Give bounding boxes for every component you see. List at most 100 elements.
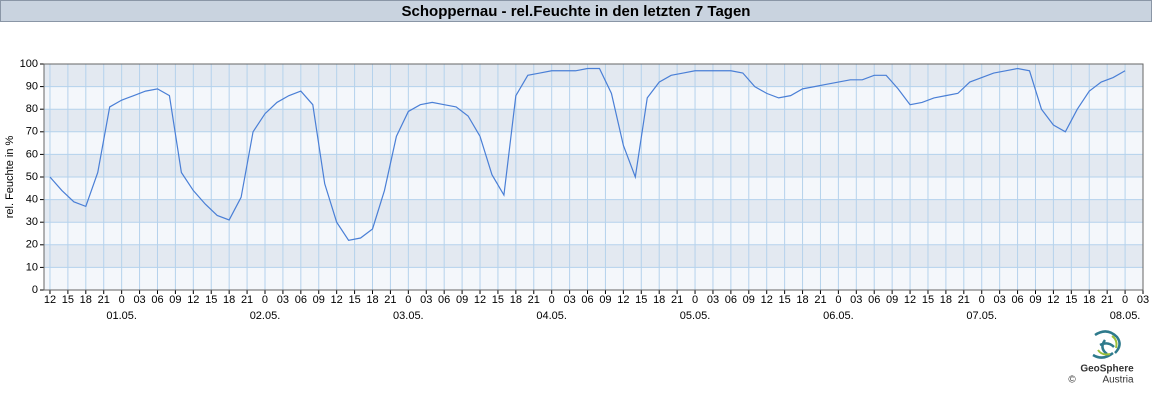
- x-tick-label: 09: [1029, 294, 1041, 306]
- x-tick-label: 18: [940, 294, 952, 306]
- grid-band: [44, 199, 1143, 223]
- y-axis-label: rel. Feuchte in %: [4, 136, 16, 219]
- y-tick-label: 40: [26, 194, 38, 206]
- logo-subtext: Austria: [1102, 375, 1134, 386]
- y-tick-label: 0: [32, 284, 38, 296]
- x-tick-label: 15: [492, 294, 504, 306]
- y-tick-label: 20: [26, 239, 38, 251]
- x-tick-label: 06: [438, 294, 450, 306]
- logo-icon: [1092, 330, 1121, 359]
- x-tick-label: 18: [1083, 294, 1095, 306]
- y-tick-label: 50: [26, 171, 38, 183]
- grid-band: [44, 177, 1143, 200]
- grid-band: [44, 131, 1143, 155]
- x-tick-label: 12: [1047, 294, 1059, 306]
- x-tick-label: 03: [563, 294, 575, 306]
- y-tick-label: 100: [20, 58, 38, 70]
- x-tick-label: 0: [979, 294, 985, 306]
- x-tick-label: 03: [707, 294, 719, 306]
- x-tick-label: 12: [44, 294, 56, 306]
- y-tick-label: 90: [26, 81, 38, 93]
- x-tick-label: 21: [98, 294, 110, 306]
- x-tick-label: 12: [331, 294, 343, 306]
- x-tick-label: 0: [405, 294, 411, 306]
- x-tick-label: 21: [384, 294, 396, 306]
- x-tick-label: 18: [653, 294, 665, 306]
- grid-band: [44, 86, 1143, 110]
- x-tick-label: 15: [62, 294, 74, 306]
- x-tick-label: 15: [348, 294, 360, 306]
- x-tick-label: 21: [241, 294, 253, 306]
- x-tick-label: 12: [761, 294, 773, 306]
- x-tick-label: 03: [994, 294, 1006, 306]
- logo-icon-accent: [1097, 335, 1118, 356]
- x-tick-label: 06: [151, 294, 163, 306]
- x-tick-label: 06: [725, 294, 737, 306]
- x-tick-label: 06: [1011, 294, 1023, 306]
- x-tick-label: 0: [692, 294, 698, 306]
- x-tick-label: 03: [1137, 294, 1149, 306]
- y-tick-label: 60: [26, 148, 38, 160]
- x-tick-label: 03: [133, 294, 145, 306]
- y-tick-label: 80: [26, 103, 38, 115]
- y-tick-label: 30: [26, 216, 38, 228]
- x-tick-label: 06: [868, 294, 880, 306]
- grid-band: [44, 222, 1143, 245]
- x-tick-label: 09: [743, 294, 755, 306]
- x-tick-label: 03: [850, 294, 862, 306]
- x-tick-label: 18: [80, 294, 92, 306]
- grid-band: [44, 244, 1143, 268]
- date-label: 03.05.: [393, 310, 424, 322]
- x-tick-label: 09: [456, 294, 468, 306]
- logo-text: GeoSphere: [1080, 364, 1134, 375]
- grid-band: [44, 154, 1143, 177]
- chart-title: Schoppernau - rel.Feuchte in den letzten…: [402, 3, 751, 20]
- x-tick-label: 18: [796, 294, 808, 306]
- x-tick-label: 12: [617, 294, 629, 306]
- x-tick-label: 15: [922, 294, 934, 306]
- y-tick-label: 70: [26, 126, 38, 138]
- x-tick-label: 03: [277, 294, 289, 306]
- date-label: 02.05.: [250, 310, 281, 322]
- data-line: [49, 67, 1126, 241]
- plot-area: 12 15 18 21 0 03 06 09 12 15 18 21 0 03 06 09 12 15 18 21 0 0…: [20, 58, 1149, 322]
- x-tick-label: 15: [205, 294, 217, 306]
- x-tick-label: 12: [187, 294, 199, 306]
- copyright: ©: [1068, 375, 1076, 386]
- y-tick-label: 10: [26, 261, 38, 273]
- x-tick-label: 03: [420, 294, 432, 306]
- x-tick-label: 21: [671, 294, 683, 306]
- logo: GeoSphere Austria ©: [1068, 330, 1134, 386]
- x-tick-label: 21: [528, 294, 540, 306]
- x-tick-label: 15: [1065, 294, 1077, 306]
- x-tick-label: 12: [904, 294, 916, 306]
- x-tick-label: 15: [779, 294, 791, 306]
- x-tick-label: 15: [635, 294, 647, 306]
- grid-band: [44, 64, 1143, 87]
- x-tick-label: 06: [295, 294, 307, 306]
- x-tick-label: 09: [169, 294, 181, 306]
- x-tick-label: 09: [313, 294, 325, 306]
- date-label: 01.05.: [106, 310, 137, 322]
- date-label: 04.05.: [536, 310, 567, 322]
- x-tick-label: 12: [474, 294, 486, 306]
- x-tick-label: 0: [549, 294, 555, 306]
- x-tick-label: 21: [958, 294, 970, 306]
- x-tick-label: 18: [366, 294, 378, 306]
- x-tick-label: 18: [510, 294, 522, 306]
- plot-frame: [43, 63, 1144, 291]
- x-tick-label: 0: [262, 294, 268, 306]
- date-label: 08.05.: [1110, 310, 1141, 322]
- x-tick-label: 18: [223, 294, 235, 306]
- x-tick-label: 0: [835, 294, 841, 306]
- date-label: 07.05.: [966, 310, 997, 322]
- date-label: 06.05.: [823, 310, 854, 322]
- x-tick-label: 06: [581, 294, 593, 306]
- x-tick-label: 0: [119, 294, 125, 306]
- grid-band: [44, 109, 1143, 132]
- x-tick-label: 09: [886, 294, 898, 306]
- x-tick-label: 21: [1101, 294, 1113, 306]
- x-tick-label: 0: [1122, 294, 1128, 306]
- x-tick-label: 09: [599, 294, 611, 306]
